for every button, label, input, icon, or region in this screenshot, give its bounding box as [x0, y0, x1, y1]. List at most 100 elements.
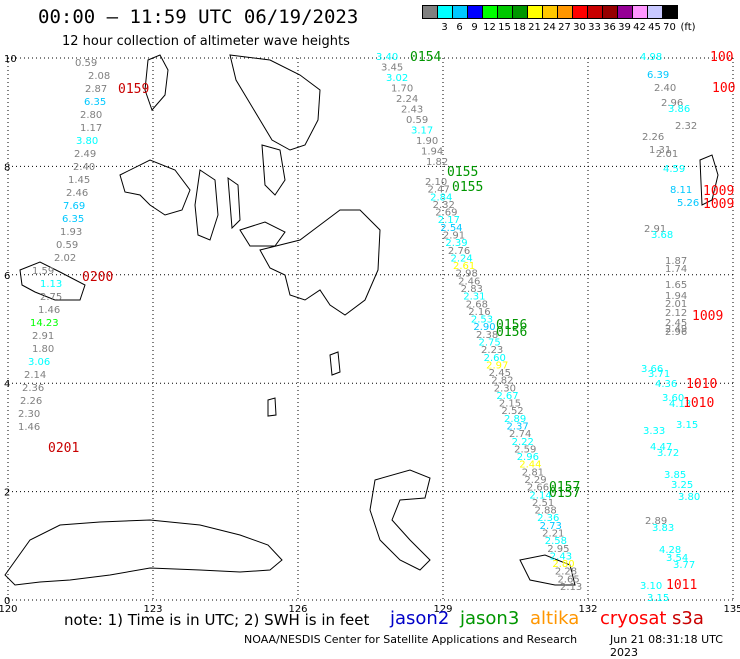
- coastline-halmahera: [519, 554, 576, 586]
- wave-value: 1.45: [68, 175, 90, 186]
- wave-value: 2.87: [85, 84, 107, 95]
- wave-value: 3.77: [673, 560, 695, 571]
- x-tick-label: 126: [288, 604, 307, 615]
- pass-time-label: 0200: [82, 270, 113, 285]
- track-value-mark: 2.76: [448, 246, 470, 257]
- coastline-palawan: [19, 261, 86, 301]
- wave-value: 3.25: [671, 480, 693, 491]
- wave-value: 5.26: [677, 198, 699, 209]
- legend-label: 30: [573, 22, 586, 33]
- axis-tick-labels: 120 123 126 129 132 135 0 2 4 6 8 10: [0, 54, 740, 615]
- track-value-mark: 2.38: [476, 330, 498, 341]
- legend-label: 21: [528, 22, 541, 33]
- track-value-mark: 2.44: [519, 460, 541, 471]
- legend-label: 6: [456, 22, 463, 33]
- wave-value: 0.59: [75, 58, 97, 69]
- y-tick-label: 0: [4, 596, 10, 607]
- wave-value: 3.86: [668, 104, 690, 115]
- wave-value: 3.60: [662, 393, 684, 404]
- wave-value: 4.28: [659, 545, 681, 556]
- track-value-mark: 2.10: [425, 177, 447, 188]
- legend-label: 9: [471, 22, 478, 33]
- wave-value: 14.23: [30, 318, 59, 329]
- wave-value: 2.46: [66, 188, 88, 199]
- wave-value: 6.35: [62, 214, 84, 225]
- map-note: note: 1) Time is in UTC; 2) SWH is in fe…: [64, 611, 370, 629]
- wave-value: 2.45: [665, 318, 687, 329]
- wave-value: 0.59: [406, 115, 428, 126]
- wave-value: 2.75: [40, 292, 62, 303]
- legend-label: 24: [543, 22, 556, 33]
- wave-value: 2.01: [656, 149, 678, 160]
- wave-value: 6.39: [647, 70, 669, 81]
- wave-value: 8.11: [670, 185, 692, 196]
- satellite-name-altika: altika: [530, 608, 580, 629]
- wave-value: 3.71: [648, 369, 670, 380]
- wave-value: 3.80: [76, 136, 98, 147]
- track-value-mark: 2.13: [560, 582, 582, 593]
- track-value-mark: 2.89: [504, 414, 526, 425]
- track-value-mark: 2.84: [430, 192, 452, 203]
- wave-value: 2.43: [401, 105, 423, 116]
- legend-label: 12: [483, 22, 496, 33]
- wave-value: 1.93: [60, 227, 82, 238]
- track-value-mark: 2.80: [552, 559, 574, 570]
- track-value-mark: 2.14: [529, 490, 551, 501]
- wave-value: 3.10: [640, 581, 662, 592]
- wave-value: 2.96: [661, 98, 683, 109]
- pass-time-label: 0154: [410, 50, 441, 65]
- track-value-mark: 2.95: [547, 544, 569, 555]
- wave-value: 2.49: [665, 324, 687, 335]
- wave-value: 2.49: [74, 149, 96, 160]
- wave-value: 3.45: [381, 63, 403, 74]
- pass-time-label: 0155: [447, 165, 478, 180]
- wave-value: 2.40: [73, 162, 95, 173]
- track-value-mark: 2.74: [509, 429, 531, 440]
- wave-value: 3.40: [376, 52, 398, 63]
- wave-value: 1.17: [80, 123, 102, 134]
- pass-time-label: 100: [712, 81, 735, 96]
- legend-label: 33: [588, 22, 601, 33]
- wave-value: 4.59: [663, 164, 685, 175]
- track-value-mark: 2.30: [494, 383, 516, 394]
- pass-time-label: 0156: [496, 325, 527, 340]
- track-value-mark: 2.32: [433, 200, 455, 211]
- wave-value: 7.69: [63, 201, 85, 212]
- track-value-mark: 2.68: [466, 299, 488, 310]
- x-tick-label: 135: [723, 604, 740, 615]
- coastline-negros: [194, 169, 219, 241]
- satellite-name-jason2: jason2: [390, 608, 450, 629]
- legend-label: 70: [663, 22, 676, 33]
- wave-value: 4.36: [655, 379, 677, 390]
- track-value-mark: 2.47: [428, 185, 450, 196]
- wave-value: 2.01: [665, 299, 687, 310]
- track-value-mark: 2.31: [463, 292, 485, 303]
- track-value-mark: 2.82: [491, 376, 513, 387]
- wave-value: 1.65: [665, 280, 687, 291]
- track-value-mark: 2.15: [499, 399, 521, 410]
- track-value-mark: 2.52: [501, 406, 523, 417]
- y-tick-label: 4: [4, 379, 10, 390]
- coastline-talaud: [329, 351, 341, 376]
- coastlines: [4, 54, 719, 586]
- footer-timestamp: Jun 21 08:31:18 UTC 2023: [610, 633, 723, 659]
- wave-value: 2.80: [80, 110, 102, 121]
- coastline-leyte: [261, 144, 286, 196]
- legend-label: 42: [633, 22, 646, 33]
- track-value-mark: 2.58: [545, 536, 567, 547]
- legend-label: 15: [498, 22, 511, 33]
- footer-credit: NOAA/NESDIS Center for Satellite Applica…: [244, 633, 578, 646]
- wave-value: 2.32: [675, 121, 697, 132]
- wave-value: 2.12: [665, 308, 687, 319]
- wave-value: 4.98: [640, 52, 662, 63]
- legend-label: 39: [618, 22, 631, 33]
- pass-time-label: 0157: [549, 486, 580, 501]
- map-title: 00:00 – 11:59 UTC 06/19/2023: [38, 6, 359, 28]
- track-value-mark: 2.69: [435, 208, 457, 219]
- pass-time-label: 0159: [118, 82, 149, 97]
- track-value-mark: 2.24: [450, 253, 472, 264]
- track-value-mark: 2.97: [486, 360, 508, 371]
- color-legend: [422, 5, 678, 19]
- wave-value: 2.26: [642, 132, 664, 143]
- wave-value: 3.66: [641, 364, 663, 375]
